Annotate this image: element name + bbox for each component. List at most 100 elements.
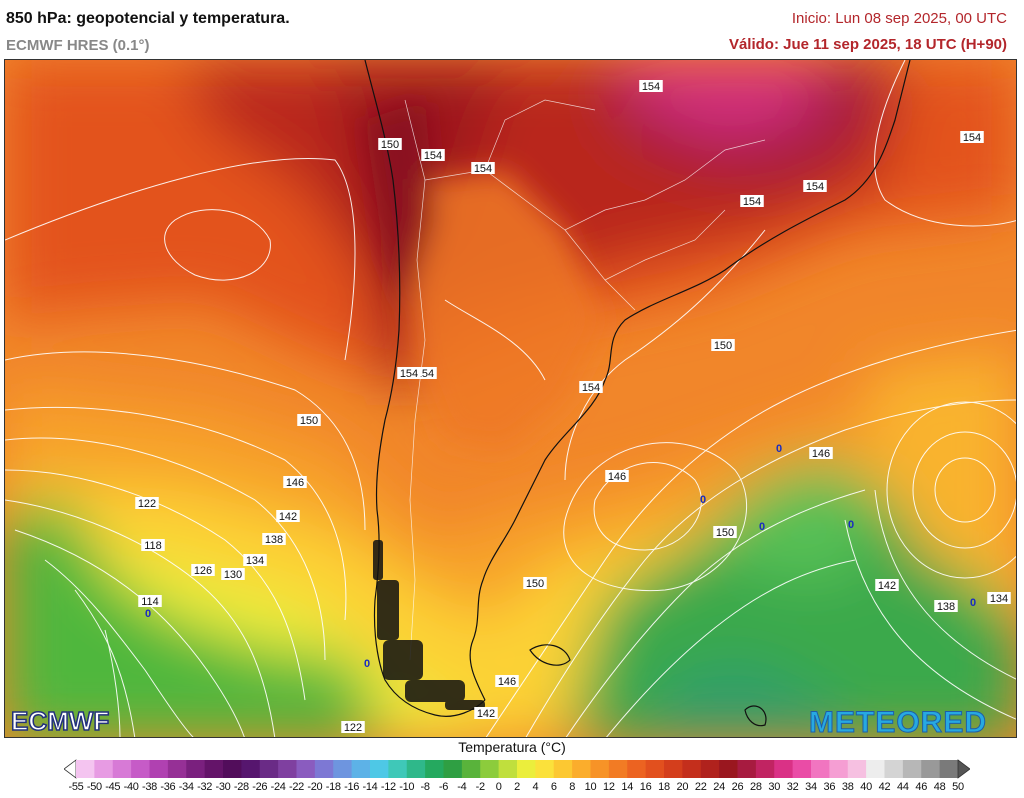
contour-label: 138: [934, 600, 958, 613]
legend-tick: 14: [621, 781, 634, 793]
color-bar-segment: [112, 760, 132, 778]
color-bar-segment: [351, 760, 371, 778]
contour-label-bg: [262, 533, 286, 545]
contour-label-bg: [875, 579, 899, 591]
color-bar-segment: [278, 760, 297, 778]
color-bar-segment: [167, 760, 187, 778]
map-title: 850 hPa: geopotencial y temperatura.: [6, 10, 290, 27]
legend-tick: -36: [160, 781, 176, 793]
color-bar-segment: [553, 760, 573, 778]
legend-tick: 16: [639, 781, 652, 793]
contour-label: 154: [803, 180, 827, 193]
ecmwf-logo: ECMWF: [10, 705, 110, 737]
legend-tick: -50: [86, 781, 102, 793]
legend-tick: -34: [178, 781, 194, 793]
contour-label: 142: [875, 579, 899, 592]
color-bar-segment: [939, 760, 959, 778]
weather-map[interactable]: 154 150 154 154 154 154 154 154 150 154 154 150 146 1…: [4, 59, 1017, 738]
color-bar-min-arrow: [64, 759, 77, 779]
color-bar-segment: [682, 760, 702, 778]
legend-tick: -16: [344, 781, 360, 793]
legend-tick: 2: [514, 781, 520, 793]
color-bar-segment: [223, 760, 242, 778]
temperature-color-bar: [64, 759, 970, 779]
legend-tick: -45: [105, 781, 121, 793]
geopotential-contours: [5, 60, 1016, 737]
low-marker: 0: [364, 658, 370, 670]
contour-label-bg: [803, 180, 827, 192]
color-bar-segment: [480, 760, 500, 778]
contour-labels: 1541501541541541541541541501541541501461…: [135, 80, 1011, 734]
legend-title: Temperatura (°C): [458, 739, 566, 755]
color-bar-segment: [608, 760, 628, 778]
color-bar-segment: [902, 760, 922, 778]
color-bar-segment: [131, 760, 150, 778]
color-bar-segment: [94, 760, 114, 778]
color-bar-segment: [700, 760, 720, 778]
color-bar-segment: [921, 760, 941, 778]
color-bar-segment: [204, 760, 224, 778]
contour-label-text: 122: [138, 498, 156, 510]
color-bar-segment: [792, 760, 812, 778]
legend-tick: -55: [68, 781, 84, 793]
color-bar-segment: [572, 760, 591, 778]
legend-tick: 34: [805, 781, 817, 793]
contour-label-text: 126: [194, 565, 212, 577]
contour-label-text: 150: [716, 527, 734, 539]
legend-tick: -14: [362, 781, 378, 793]
temperature-field: [5, 60, 1016, 737]
legend-ticks: -55 -50 -45 -40 -38 -36 -34 -32 -30 -28 -26 -24 -22-…: [69, 781, 965, 797]
color-bar-segment: [627, 760, 647, 778]
contour-label-text: 134: [246, 555, 264, 567]
color-bar-segment: [443, 760, 463, 778]
contour-label-bg: [495, 675, 519, 687]
contour-label-text: 142: [477, 708, 495, 720]
legend-tick: 36: [823, 781, 836, 793]
init-time: Inicio: Lun 08 sep 2025, 00 UTC: [791, 10, 1007, 27]
ecmwf-logo-text: ECMWF: [11, 706, 109, 736]
contour-label-bg: [740, 195, 764, 207]
contour-label-bg: [276, 510, 300, 522]
color-bar-segment: [259, 760, 279, 778]
model-name: ECMWF HRES (0.1°): [6, 37, 150, 54]
legend-tick: 26: [731, 781, 744, 793]
contour-label-text: 134: [990, 593, 1008, 605]
contour-label-bg: [960, 131, 984, 143]
legend-tick: 50: [952, 781, 964, 793]
contour-label-text: 150: [714, 340, 732, 352]
contour-label-text: 146: [498, 676, 516, 688]
contour-label-text: 114: [141, 596, 159, 608]
legend-tick: 22: [694, 781, 707, 793]
color-bar-segment: [535, 760, 555, 778]
contour-label-text: 150: [526, 578, 544, 590]
contour-label: 138: [262, 533, 286, 546]
contour-label-text: 154: [743, 196, 761, 208]
legend-tick: 30: [768, 781, 781, 793]
contour-label-text: 154: [963, 132, 981, 144]
contour-label-bg: [711, 339, 735, 351]
contour-label-text: 138: [265, 534, 283, 546]
contour-label-bg: [471, 162, 495, 174]
contour-label-text: 154: [582, 382, 600, 394]
contour-label: 154: [397, 367, 421, 380]
contour-label: 122: [341, 721, 365, 734]
legend-tick: -18: [325, 781, 341, 793]
legend-tick: 20: [676, 781, 689, 793]
legend-tick: -30: [215, 781, 231, 793]
contour-label-bg: [378, 138, 402, 150]
contour-label: 134: [987, 592, 1011, 605]
legend-tick: 28: [750, 781, 762, 793]
contour-label: 130: [221, 568, 245, 581]
contour-label-bg: [141, 539, 165, 551]
legend-tick: 18: [658, 781, 670, 793]
legend-tick: 48: [933, 781, 946, 793]
contour-label-bg: [934, 600, 958, 612]
contour-label: 146: [809, 447, 833, 460]
contour-label-text: 138: [937, 601, 955, 613]
contour-label: 134: [243, 554, 267, 567]
contour-label-bg: [987, 592, 1011, 604]
contour-label-bg: [297, 414, 321, 426]
color-bar-segment: [517, 760, 536, 778]
contour-label-text: 118: [144, 540, 162, 552]
legend-tick: 8: [569, 781, 576, 793]
